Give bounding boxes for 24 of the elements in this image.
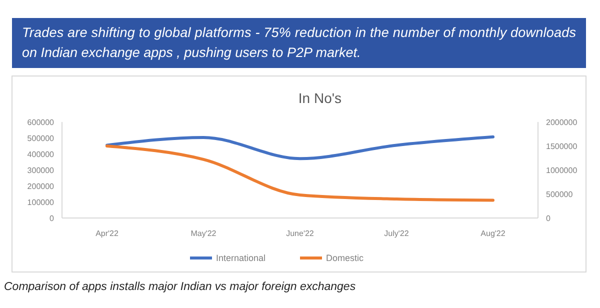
- line-series: [106, 144, 494, 202]
- x-tick-label: July'22: [384, 229, 410, 238]
- y-tick-label: 300000: [27, 166, 55, 175]
- x-tick-label: June'22: [286, 229, 314, 238]
- y-tick-label: 0: [50, 214, 55, 223]
- legend-label: International: [216, 253, 266, 263]
- y-tick-label: 600000: [27, 118, 55, 127]
- line-series: [106, 135, 494, 160]
- x-tick-label: May'22: [190, 229, 217, 238]
- chart-title: In No's: [298, 90, 342, 106]
- x-tick-label: Aug'22: [480, 229, 506, 238]
- y2-tick-label: 0: [546, 214, 551, 223]
- y2-tick-label: 1000000: [546, 166, 578, 175]
- y-tick-label: 100000: [27, 198, 55, 207]
- y-tick-label: 200000: [27, 182, 55, 191]
- legend-label: Domestic: [326, 253, 364, 263]
- x-tick-label: Apr'22: [96, 229, 119, 238]
- y-tick-label: 400000: [27, 150, 55, 159]
- y-tick-label: 500000: [27, 134, 55, 143]
- y2-tick-label: 500000: [546, 190, 574, 199]
- text: Comparison of apps installs major Indian vs major foreign exchanges: [4, 281, 356, 293]
- y2-tick-label: 1500000: [546, 142, 578, 151]
- y2-tick-label: 2000000: [546, 118, 578, 127]
- chart-subtitle: Trades are shifting to global platforms - 75% reduction in the number of monthly downloads on Indian exchange apps , pushing users to P2P market.: [22, 25, 576, 60]
